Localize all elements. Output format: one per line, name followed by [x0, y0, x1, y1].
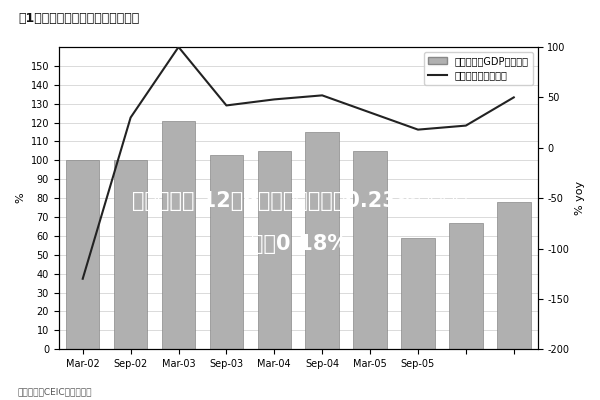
Bar [114, 160, 148, 349]
Bar [497, 202, 530, 349]
Bar [305, 132, 339, 349]
Text: 数据来源：CEIC，高盛预测: 数据来源：CEIC，高盛预测 [18, 387, 92, 396]
Legend: 内需占名义GDP增长比例, 各行业企业利润增长: 内需占名义GDP增长比例, 各行业企业利润增长 [424, 52, 533, 84]
Bar [401, 238, 435, 349]
Y-axis label: %: % [15, 193, 25, 204]
Text: 配资被平仓 12月9日起步转债下跌0.23%，转股溢: 配资被平仓 12月9日起步转债下跌0.23%，转股溢 [132, 191, 468, 211]
Text: 图1：加速的内需和反弹的企业盈利: 图1：加速的内需和反弹的企业盈利 [18, 12, 139, 25]
Y-axis label: % yoy: % yoy [575, 181, 585, 215]
Bar [209, 155, 243, 349]
Bar [449, 223, 482, 349]
Text: 价率0.18%: 价率0.18% [251, 234, 349, 254]
Bar [353, 151, 387, 349]
Bar [257, 151, 291, 349]
Bar [66, 160, 100, 349]
Bar [162, 121, 195, 349]
